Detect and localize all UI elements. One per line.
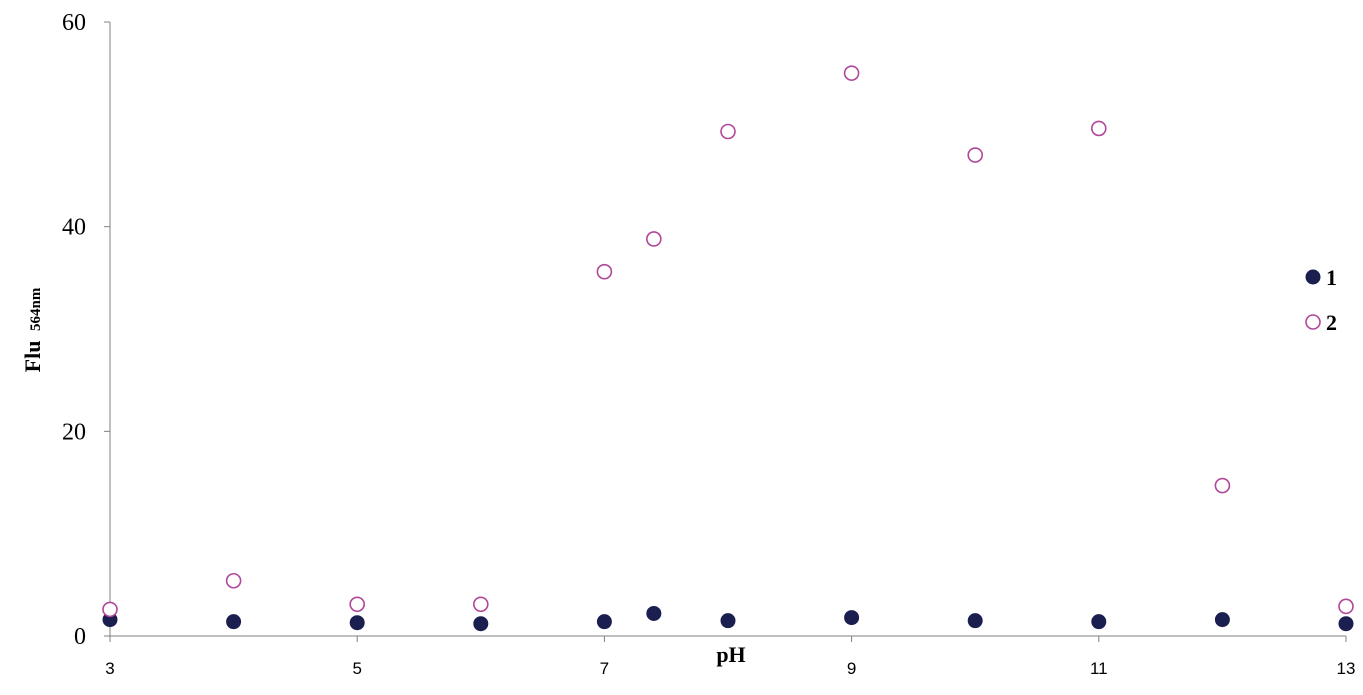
data-point-series-1 [844,610,860,626]
data-point-series-2 [1214,477,1231,494]
data-point-series-1 [349,615,365,631]
data-point-series-1 [720,613,736,629]
legend-marker-series-1 [1305,269,1321,285]
data-point-series-2 [646,231,662,247]
data-point-series-1 [596,614,612,630]
legend-label-series-1: 1 [1326,265,1337,290]
x-tick-label: 11 [1090,659,1108,678]
x-tick-label: 5 [352,659,361,678]
data-point-series-2 [349,596,366,613]
data-point-series-2 [1091,120,1107,137]
data-point-series-1 [1338,616,1354,632]
data-point-series-2 [1338,598,1354,615]
x-tick-label: 13 [1337,659,1356,678]
y-tick-label: 60 [62,10,86,36]
data-point-series-2 [843,65,860,81]
data-point-series-2 [967,147,984,163]
data-point-series-2 [596,263,613,280]
x-tick-label: 3 [105,659,114,678]
legend: 1 2 [1305,265,1337,335]
legend-marker-series-2 [1305,314,1321,330]
axes [109,22,1346,637]
x-ticks: 3 5 7 9 11 13 [105,636,1355,678]
y-axis-title-subscript: 564nm [28,287,44,331]
data-point-series-1 [473,616,489,632]
data-point-series-2 [102,601,118,618]
data-point-series-2 [225,572,242,589]
x-axis-title: pH [716,642,745,667]
data-point-series-2 [472,596,489,613]
y-axis-title-main: Flu [20,341,45,373]
data-point-series-1 [967,613,983,629]
y-tick-label: 20 [62,419,86,445]
y-ticks: 0 20 40 60 [62,10,110,650]
data-points [102,65,1354,632]
y-tick-label: 40 [62,215,86,241]
y-axis-title: Flu 564nm [20,287,45,372]
data-point-series-1 [646,605,662,621]
legend-label-series-2: 2 [1326,310,1337,335]
y-tick-label: 0 [74,624,86,650]
data-point-series-1 [226,614,242,630]
data-point-series-1 [1214,612,1230,628]
data-point-series-1 [1091,614,1107,630]
data-point-series-2 [720,123,736,140]
x-tick-label: 7 [600,659,609,678]
x-tick-label: 9 [847,659,856,678]
